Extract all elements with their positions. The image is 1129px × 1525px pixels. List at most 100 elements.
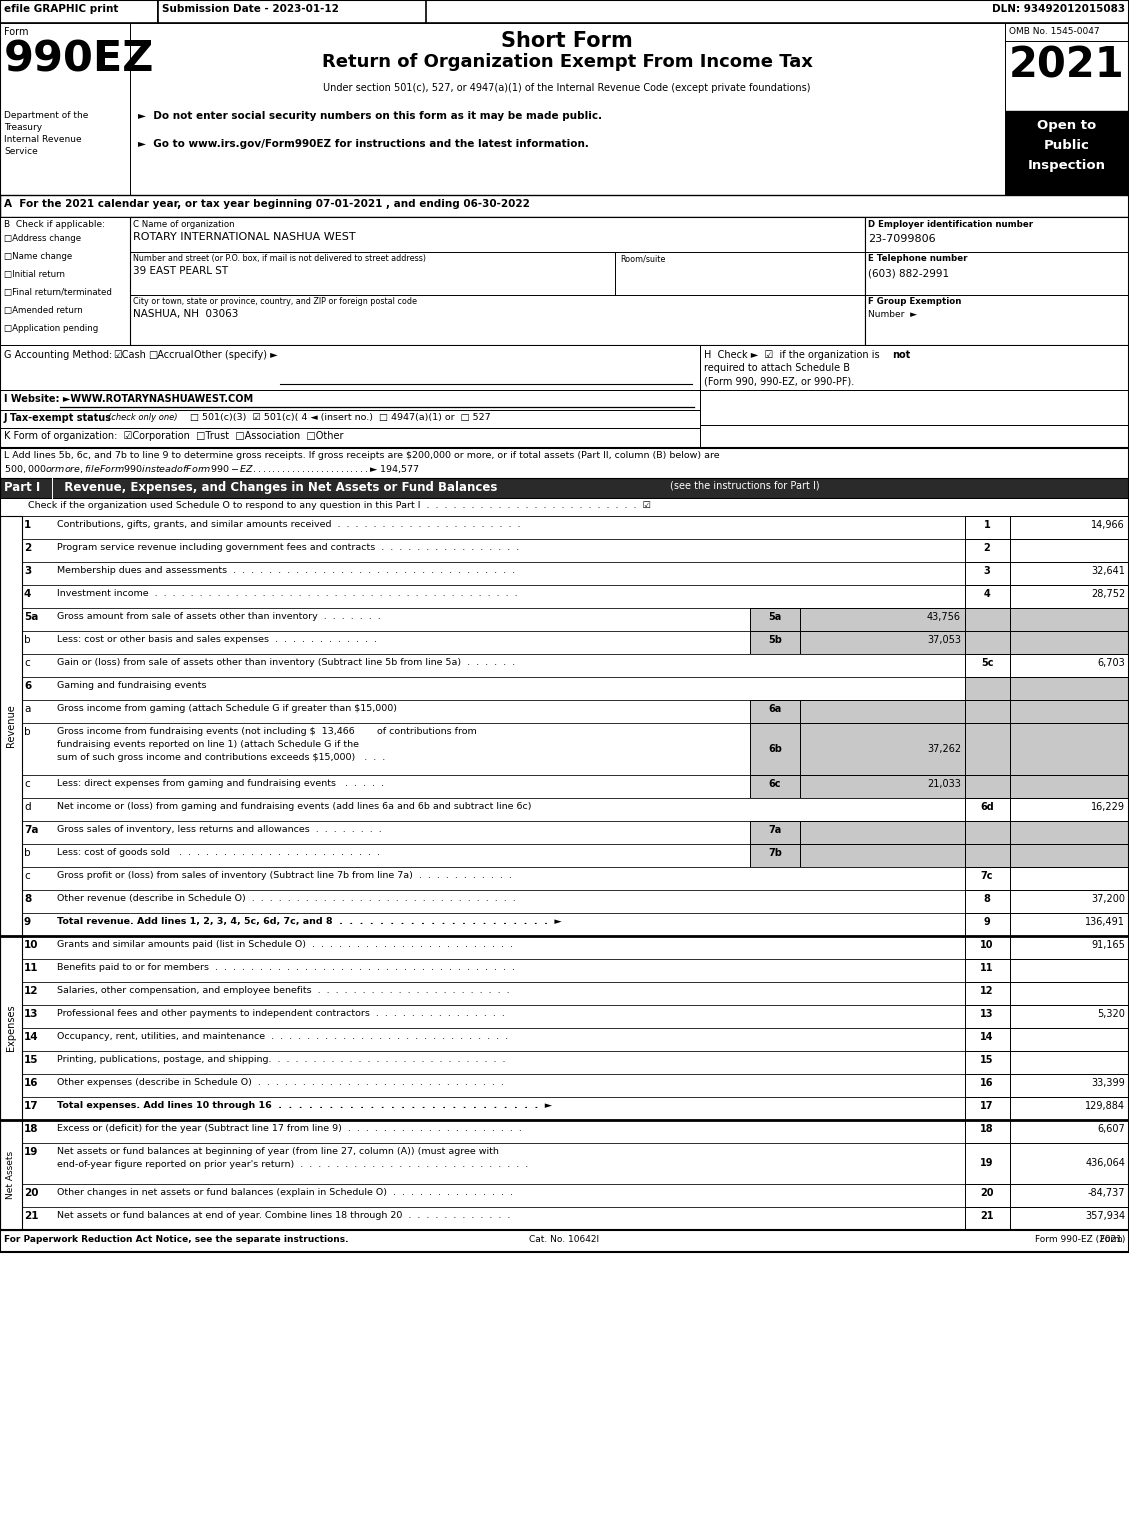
Bar [1010,959,1129,982]
Bar [750,700,800,723]
Text: Service: Service [5,146,37,156]
Text: c: c [24,871,29,881]
Text: 5c: 5c [981,657,994,668]
Bar [965,1144,1010,1183]
Text: 18: 18 [980,1124,994,1135]
Bar [0,798,1129,820]
Bar [0,1183,1129,1206]
Text: 2: 2 [983,543,990,554]
Text: 19: 19 [980,1157,994,1168]
Text: 14,966: 14,966 [1092,520,1124,531]
Text: 13: 13 [980,1010,994,1019]
Text: 16,229: 16,229 [1091,802,1124,811]
Bar [1010,775,1129,798]
Bar [0,631,1129,654]
Bar [0,23,130,195]
Bar [965,1005,1010,1028]
Bar [0,448,1129,477]
Text: I Website: ►WWW.ROTARYNASHUAWEST.COM: I Website: ►WWW.ROTARYNASHUAWEST.COM [5,393,253,404]
Text: 1: 1 [983,520,990,531]
Text: Contributions, gifts, grants, and similar amounts received  .  .  .  .  .  .  . : Contributions, gifts, grants, and simila… [56,520,520,529]
Text: -84,737: -84,737 [1087,1188,1124,1199]
Text: □Initial return: □Initial return [5,270,65,279]
Text: 8: 8 [24,894,32,904]
Bar [1010,723,1129,775]
Bar [965,798,1010,820]
Text: A  For the 2021 calendar year, or tax year beginning 07-01-2021 , and ending 06-: A For the 2021 calendar year, or tax yea… [5,198,530,209]
Text: Professional fees and other payments to independent contractors  .  .  .  .  .  : Professional fees and other payments to … [56,1010,505,1019]
Text: Total revenue. Add lines 1, 2, 3, 4, 5c, 6d, 7c, and 8  .  .  .  .  .  .  .  .  : Total revenue. Add lines 1, 2, 3, 4, 5c,… [56,917,561,926]
Bar [0,820,1129,843]
Bar [0,843,1129,868]
Text: 5,320: 5,320 [1097,1010,1124,1019]
Text: end-of-year figure reported on prior year's return)  .  .  .  .  .  .  .  .  .  : end-of-year figure reported on prior yea… [56,1161,528,1170]
Bar [0,499,1129,515]
Bar [0,477,1129,499]
Bar [965,1183,1010,1206]
Bar [0,982,1129,1005]
Bar [0,563,1129,586]
Text: 18: 18 [24,1124,38,1135]
Text: 6: 6 [24,682,32,691]
Text: 37,200: 37,200 [1091,894,1124,904]
Text: C Name of organization: C Name of organization [133,220,235,229]
Bar [1010,820,1129,843]
Text: 129,884: 129,884 [1085,1101,1124,1112]
Bar [965,1119,1010,1144]
Text: Check if the organization used Schedule O to respond to any question in this Par: Check if the organization used Schedule … [28,502,651,509]
Text: 11: 11 [980,962,994,973]
Bar [0,1028,1129,1051]
Bar [965,677,1010,700]
Text: 7c: 7c [981,871,994,881]
Text: Membership dues and assessments  .  .  .  .  .  .  .  .  .  .  .  .  .  .  .  . : Membership dues and assessments . . . . … [56,566,515,575]
Text: Gain or (loss) from sale of assets other than inventory (Subtract line 5b from l: Gain or (loss) from sale of assets other… [56,657,515,666]
Text: □Final return/terminated: □Final return/terminated [5,288,112,297]
Text: Program service revenue including government fees and contracts  .  .  .  .  .  : Program service revenue including govern… [56,543,519,552]
Bar [0,936,1129,959]
Text: efile GRAPHIC print: efile GRAPHIC print [5,5,119,14]
Text: NASHUA, NH  03063: NASHUA, NH 03063 [133,310,238,319]
Bar [0,1119,21,1231]
Bar [0,345,700,390]
Text: (Form 990, 990-EZ, or 990-PF).: (Form 990, 990-EZ, or 990-PF). [704,377,855,386]
Text: D Employer identification number: D Employer identification number [868,220,1033,229]
Text: 10: 10 [980,939,994,950]
Bar [800,631,965,654]
Bar [965,654,1010,677]
Text: 6,607: 6,607 [1097,1124,1124,1135]
Bar [1010,1074,1129,1096]
Text: □Address change: □Address change [5,233,81,242]
Bar [0,936,21,1119]
Text: 10: 10 [24,939,38,950]
Text: 33,399: 33,399 [1092,1078,1124,1087]
Text: Internal Revenue: Internal Revenue [5,136,81,143]
Text: Treasury: Treasury [5,124,42,133]
Text: L Add lines 5b, 6c, and 7b to line 9 to determine gross receipts. If gross recei: L Add lines 5b, 6c, and 7b to line 9 to … [5,451,719,461]
Bar [800,843,965,868]
Text: 21: 21 [24,1211,38,1222]
Bar [1010,891,1129,913]
Text: 4: 4 [24,589,32,599]
Text: Other expenses (describe in Schedule O)  .  .  .  .  .  .  .  .  .  .  .  .  .  : Other expenses (describe in Schedule O) … [56,1078,504,1087]
Text: Form: Form [1100,1235,1124,1244]
Text: ROTARY INTERNATIONAL NASHUA WEST: ROTARY INTERNATIONAL NASHUA WEST [133,232,356,242]
Text: 37,053: 37,053 [927,634,961,645]
Bar [0,0,158,23]
Bar [750,631,800,654]
Bar [965,1028,1010,1051]
Text: Gross profit or (loss) from sales of inventory (Subtract line 7b from line 7a)  : Gross profit or (loss) from sales of inv… [56,871,511,880]
Bar [800,775,965,798]
Bar [700,345,1129,390]
Text: 5a: 5a [769,612,781,622]
Text: not: not [892,351,910,360]
Text: K Form of organization:  ☑Corporation  □Trust  □Association  □Other: K Form of organization: ☑Corporation □Tr… [5,432,343,441]
Text: 20: 20 [980,1188,994,1199]
Bar [800,700,965,723]
Bar [1010,1005,1129,1028]
Text: 20: 20 [24,1188,38,1199]
Text: (603) 882-2991: (603) 882-2991 [868,268,949,279]
Text: 8: 8 [983,894,990,904]
Text: 357,934: 357,934 [1085,1211,1124,1222]
Text: 6c: 6c [769,779,781,788]
Bar [965,515,1010,538]
